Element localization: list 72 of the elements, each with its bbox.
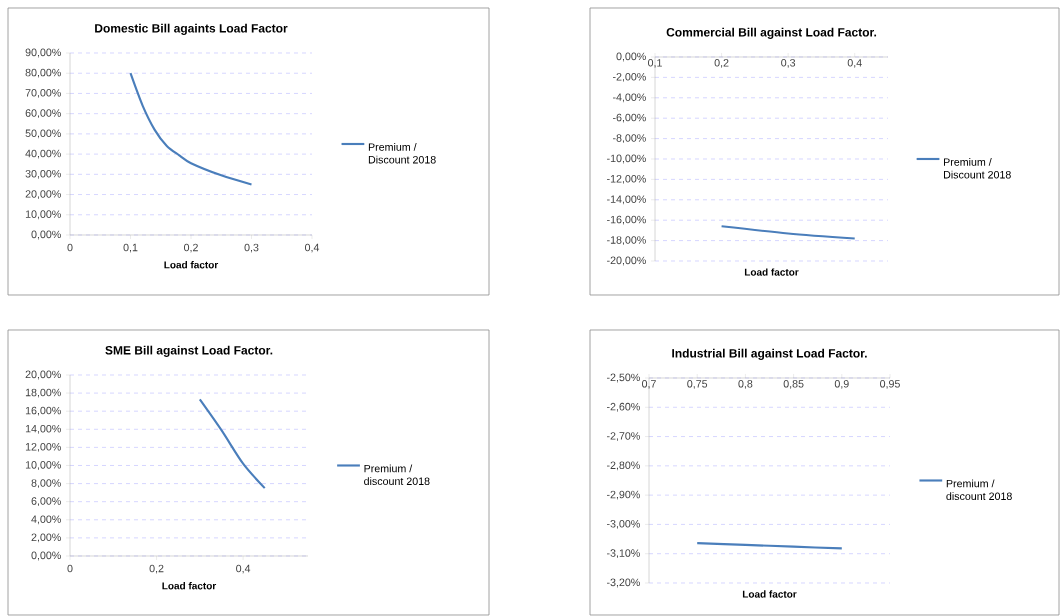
y-tick-label: 20,00% <box>25 190 61 199</box>
x-axis-title: Load factor <box>744 268 799 276</box>
x-axis-title: Load factor <box>164 261 219 269</box>
x-axis-title: Load factor <box>162 582 217 590</box>
y-tick-label: 16,00% <box>25 406 61 416</box>
y-tick-label: -2,00% <box>612 72 646 82</box>
x-tick-label: 0,2 <box>184 243 198 253</box>
y-tick-label: -3,10% <box>606 549 640 559</box>
y-tick-label: 0,00% <box>31 230 61 240</box>
y-tick-label: -6,00% <box>612 113 646 123</box>
chart-title: Industrial Bill against Load Factor. <box>672 348 867 360</box>
legend-label: Premium / Discount 2018 <box>944 157 1011 179</box>
x-tick-label: 0 <box>67 243 73 252</box>
x-tick-label: 0,2 <box>149 564 164 574</box>
x-tick-label: 0 <box>67 564 73 573</box>
y-tick-label: 80,00% <box>25 68 61 78</box>
y-tick-label: -2,50% <box>606 373 640 383</box>
line-series <box>198 398 266 490</box>
y-tick-label: 4,00% <box>31 515 61 525</box>
y-tick-label: -2,60% <box>606 402 640 412</box>
y-tick-label: 12,00% <box>25 442 61 452</box>
line-series <box>129 72 253 186</box>
x-tick-label: 0,9 <box>834 380 849 389</box>
legend-label: Premium / Discount 2018 <box>368 142 436 164</box>
x-tick-label: 0,1 <box>648 59 662 68</box>
y-tick-label: 20,00% <box>25 370 61 380</box>
y-tick-label: 30,00% <box>25 169 61 179</box>
chart-title: SME Bill against Load Factor. <box>105 345 273 357</box>
x-tick-label: 0,1 <box>123 243 138 253</box>
y-tick-label: 70,00% <box>25 89 61 98</box>
x-tick-label: 0,3 <box>244 243 259 253</box>
y-tick-label: 60,00% <box>25 109 61 119</box>
y-tick-label: 10,00% <box>25 210 61 220</box>
y-tick-label: 40,00% <box>25 149 61 159</box>
x-tick-label: 0,4 <box>236 564 251 574</box>
x-tick-label: 0,8 <box>738 380 753 389</box>
x-tick-label: 0,4 <box>305 243 320 253</box>
x-tick-label: 0,2 <box>714 59 729 68</box>
x-tick-label: 0,7 <box>642 380 656 389</box>
y-tick-label: -3,00% <box>606 520 640 529</box>
y-tick-label: -18,00% <box>607 236 646 245</box>
y-tick-label: -20,00% <box>607 256 646 266</box>
y-tick-label: -14,00% <box>607 195 646 205</box>
y-tick-label: 14,00% <box>25 424 61 434</box>
y-tick-label: -10,00% <box>607 154 646 164</box>
y-tick-label: -8,00% <box>612 134 646 143</box>
y-tick-label: 90,00% <box>25 48 61 58</box>
y-tick-label: 0,00% <box>31 551 61 561</box>
y-tick-label: 2,00% <box>31 533 61 543</box>
y-tick-label: -4,00% <box>612 93 646 103</box>
legend-label: Premium / discount 2018 <box>364 464 430 485</box>
x-tick-label: 0,95 <box>880 380 900 389</box>
y-tick-label: 18,00% <box>25 388 61 398</box>
y-tick-label: 10,00% <box>25 461 61 470</box>
x-tick-label: 0,75 <box>687 380 708 389</box>
x-tick-label: 0,85 <box>783 380 804 389</box>
y-tick-label: -12,00% <box>607 174 646 184</box>
y-tick-label: 50,00% <box>25 129 61 139</box>
y-tick-label: 8,00% <box>31 479 61 488</box>
x-tick-label: 0,4 <box>847 59 862 68</box>
y-tick-label: -2,80% <box>606 461 640 471</box>
y-tick-label: -3,20% <box>606 578 640 588</box>
legend-label: Premium / discount 2018 <box>946 479 1012 500</box>
y-tick-label: -2,70% <box>606 432 640 441</box>
y-tick-label: 6,00% <box>31 497 61 507</box>
chart-title: Commercial Bill against Load Factor. <box>666 27 877 39</box>
x-tick-label: 0,3 <box>781 59 796 68</box>
x-axis-title: Load factor <box>742 590 797 598</box>
y-tick-label: 0,00% <box>616 52 646 62</box>
y-tick-label: -16,00% <box>607 215 646 225</box>
chart-title: Domestic Bill againts Load Factor <box>95 23 288 35</box>
y-tick-label: -2,90% <box>606 490 640 500</box>
